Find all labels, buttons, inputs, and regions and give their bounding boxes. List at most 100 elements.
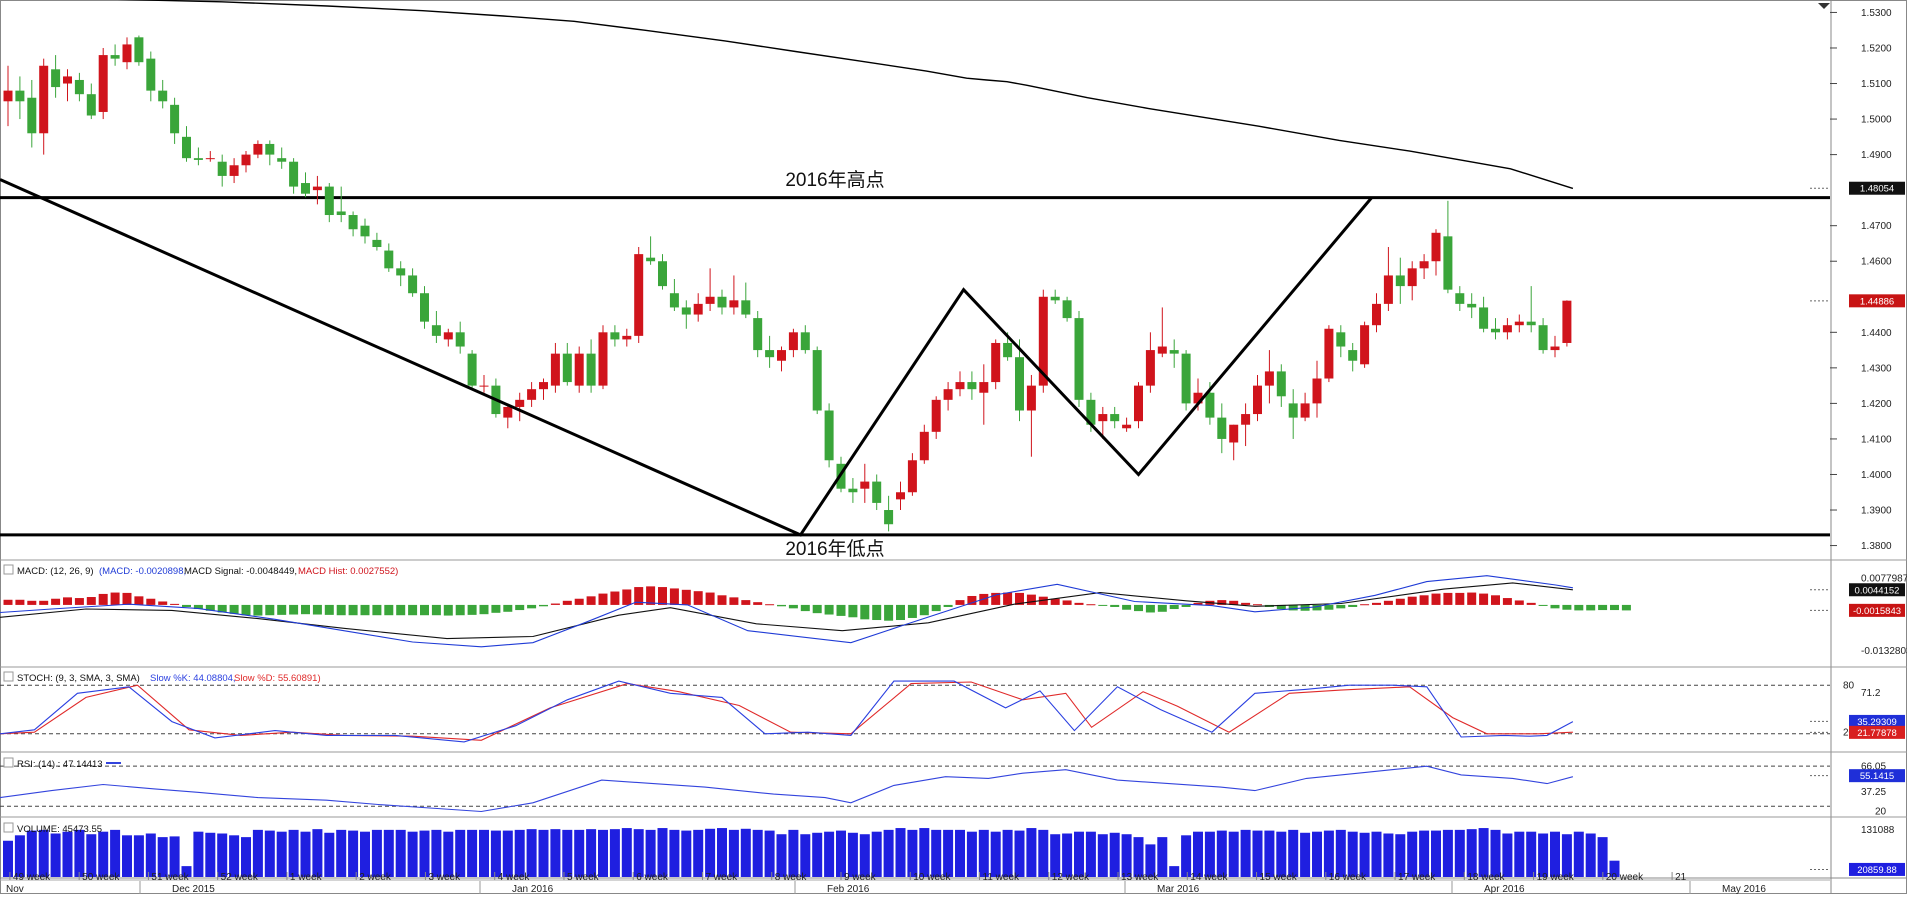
- candle-body: [443, 332, 453, 340]
- week-label: 50 week: [82, 872, 120, 883]
- macd-hist-bar: [1253, 604, 1262, 606]
- macd-collapse-icon[interactable]: [3, 564, 14, 575]
- price-tick-label: 1.4400: [1861, 328, 1892, 339]
- volume-collapse-icon[interactable]: [3, 822, 14, 833]
- volume-bar: [1288, 829, 1299, 877]
- volume-bar: [1300, 832, 1311, 877]
- candle-body: [1419, 261, 1429, 269]
- volume-bar: [943, 829, 954, 877]
- volume-bar: [467, 829, 478, 877]
- macd-legend-hist: MACD Hist: 0.0027552): [298, 566, 398, 577]
- volume-bar: [538, 829, 549, 877]
- macd-last-value-text: 0.0044152: [1855, 585, 1900, 596]
- week-label: 15 week: [1260, 872, 1298, 883]
- candle-body: [1348, 350, 1358, 361]
- month-label: Dec 2015: [172, 884, 215, 894]
- volume-bar: [1609, 860, 1620, 877]
- price-tick-label: 1.3800: [1861, 541, 1892, 552]
- candle-body: [967, 382, 977, 390]
- volume-bar: [1407, 831, 1418, 877]
- candle-body: [205, 158, 215, 160]
- candle-body: [1443, 236, 1453, 290]
- volume-bar: [645, 829, 656, 877]
- volume-bar: [919, 828, 930, 877]
- volume-bar: [264, 830, 275, 877]
- macd-hist-bar: [658, 587, 667, 605]
- candle-body: [51, 69, 61, 88]
- volume-bar: [479, 829, 489, 877]
- volume-bar: [955, 829, 965, 877]
- month-label: May 2016: [1722, 884, 1766, 894]
- rsi-tick-label: 20: [1875, 806, 1887, 817]
- macd-hist-bar: [289, 604, 299, 615]
- volume-bar: [1466, 829, 1477, 877]
- volume-tick-label: 131088: [1861, 825, 1895, 836]
- macd-hist-bar: [277, 604, 287, 615]
- macd-hist-bar: [1621, 604, 1631, 611]
- volume-bar: [1323, 830, 1334, 877]
- candle-body: [384, 250, 394, 269]
- volume-bar: [1395, 834, 1406, 877]
- volume-bar: [1121, 834, 1132, 877]
- candle-body: [1502, 325, 1512, 333]
- candle-body: [503, 406, 513, 418]
- macd-hist-bar: [1098, 604, 1108, 606]
- macd-hist-bar: [467, 604, 477, 615]
- candle-body: [301, 183, 310, 194]
- macd-hist-bar: [479, 604, 489, 615]
- volume-bar: [133, 835, 144, 877]
- volume-bar: [800, 834, 811, 877]
- candle-body: [1360, 325, 1370, 365]
- volume-bar: [895, 828, 906, 877]
- macd-hist-bar: [1455, 592, 1465, 605]
- candle-body: [872, 481, 882, 503]
- candle-body: [943, 389, 953, 400]
- volume-bar: [764, 830, 775, 877]
- volume-bar: [371, 829, 382, 877]
- chevron-down-icon[interactable]: [1818, 3, 1830, 9]
- candle-body: [241, 154, 251, 166]
- candle-body: [753, 318, 763, 351]
- macd-hist-bar: [1229, 600, 1239, 605]
- candle-body: [788, 332, 798, 351]
- macd-hist-bar: [705, 592, 715, 605]
- macd-hist-bar: [241, 604, 251, 616]
- macd-hist-bar: [51, 598, 61, 605]
- macd-hist-bar: [1157, 604, 1167, 612]
- stoch-d-last-value-badge: [1849, 725, 1905, 739]
- volume-bar: [1026, 828, 1037, 877]
- volume-bar: [871, 831, 882, 877]
- volume-bar: [717, 828, 727, 877]
- rsi-legend-text: RSI: (14) : 47.14413: [17, 759, 103, 770]
- macd-hist-bar: [777, 604, 786, 607]
- macd-hist-bar: [217, 604, 227, 613]
- volume-bar: [360, 831, 370, 877]
- candle-body: [1169, 350, 1179, 354]
- volume-last-value-text: 20859.88: [1857, 865, 1897, 876]
- candle-body: [431, 325, 441, 336]
- macd-hist-bar: [1502, 598, 1512, 605]
- volume-bar: [407, 831, 418, 877]
- macd-hist-bar: [408, 604, 418, 616]
- macd-line: [0, 575, 1573, 648]
- candle-body: [634, 254, 644, 336]
- candle-body: [1479, 307, 1489, 329]
- low-annotation: 2016年低点: [785, 538, 884, 560]
- volume-bar: [657, 828, 668, 877]
- stoch-collapse-icon[interactable]: [3, 671, 14, 682]
- rsi-pane: 66.05 37.25 20 55.1415: [0, 762, 1905, 817]
- macd-hist-bar: [443, 604, 453, 616]
- candle-body: [919, 431, 929, 461]
- macd-hist-bar: [98, 593, 108, 605]
- macd-hist-bar: [301, 604, 310, 615]
- macd-legend-macd: (MACD: -0.0020898,: [99, 566, 186, 577]
- macd-hist-bar: [1015, 592, 1024, 605]
- candle-body: [705, 296, 715, 304]
- volume-bar: [1157, 837, 1168, 877]
- macd-hist-bar: [348, 604, 358, 616]
- candle-body: [1383, 275, 1393, 304]
- rsi-collapse-icon[interactable]: [3, 757, 14, 768]
- volume-bar: [169, 836, 180, 877]
